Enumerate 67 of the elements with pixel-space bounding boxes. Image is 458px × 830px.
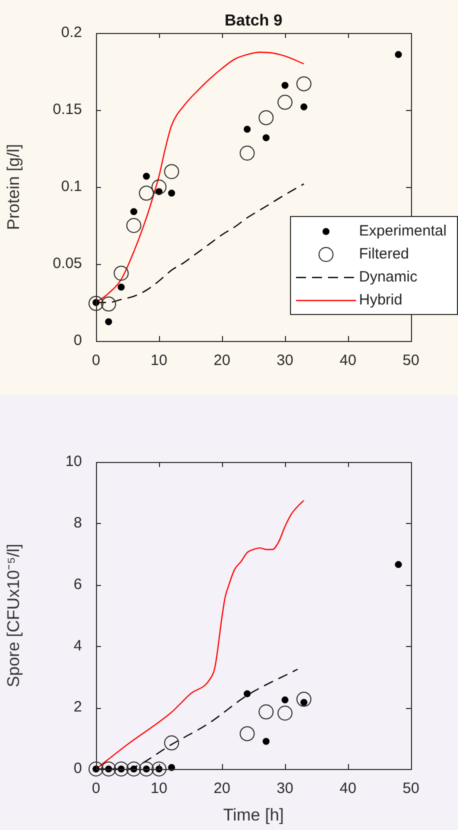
y-tick-label: 10: [65, 453, 82, 470]
x-axis-title: Time [h]: [223, 805, 284, 824]
point: [258, 110, 274, 126]
point: [105, 318, 112, 326]
point: [88, 296, 104, 311]
y-tick-label: 0.2: [61, 24, 82, 42]
legend-label: Filtered: [359, 246, 410, 263]
y-axis-title: Spore [CFUx10⁻⁵/l]: [4, 544, 23, 688]
point: [114, 266, 129, 281]
y-tick-label: 0.15: [52, 101, 82, 118]
point: [114, 762, 129, 776]
point: [262, 738, 270, 745]
point: [394, 561, 402, 568]
point: [164, 735, 180, 750]
point: [282, 82, 288, 89]
point: [296, 692, 312, 707]
y-axis-title: Protein [g/l]: [4, 144, 23, 230]
point: [240, 726, 255, 742]
point: [101, 296, 116, 312]
point: [138, 186, 154, 201]
point: [138, 762, 154, 776]
x-tick-label: 0: [92, 352, 100, 370]
x-tick-label: 40: [340, 352, 356, 370]
y-tick-label: 4: [74, 637, 82, 654]
point: [152, 180, 166, 194]
y-tick-label: 6: [74, 576, 82, 593]
point: [126, 762, 142, 776]
x-tick-label: 20: [214, 352, 230, 370]
point: [152, 762, 166, 776]
point: [126, 218, 142, 233]
x-tick-label: 50: [402, 780, 420, 798]
x-tick-label: 30: [276, 352, 294, 370]
point: [394, 51, 402, 58]
point: [282, 696, 288, 704]
legend-label: Hybrid: [359, 292, 402, 309]
y-tick-label: 0: [74, 332, 82, 350]
point: [258, 704, 274, 720]
point: [168, 190, 176, 197]
y-tick-label: 8: [74, 514, 82, 532]
point: [278, 706, 292, 721]
point: [278, 94, 292, 110]
y-tick-label: 2: [74, 698, 82, 716]
x-tick-label: 30: [276, 780, 294, 798]
point: [164, 164, 180, 180]
x-tick-label: 50: [402, 352, 420, 370]
point: [244, 126, 251, 133]
x-tick-label: 40: [340, 780, 356, 798]
point: [88, 762, 104, 776]
x-tick-label: 0: [92, 780, 100, 798]
chart-title: Batch 9: [224, 12, 282, 30]
point: [262, 134, 270, 142]
point: [130, 208, 138, 216]
point: [118, 284, 125, 291]
point: [240, 146, 255, 161]
x-tick-label: 10: [150, 780, 168, 798]
point: [300, 103, 308, 110]
point: [296, 76, 312, 92]
y-tick-label: 0.05: [52, 255, 82, 272]
y-tick-label: 0.1: [61, 178, 82, 196]
y-tick-label: 0: [74, 760, 82, 778]
x-tick-label: 20: [214, 780, 230, 798]
x-tick-label: 10: [150, 352, 168, 370]
legend-label: Experimental: [359, 222, 447, 240]
point: [244, 690, 251, 698]
point: [142, 172, 150, 180]
point: [101, 762, 116, 776]
legend-label: Dynamic: [359, 268, 418, 286]
